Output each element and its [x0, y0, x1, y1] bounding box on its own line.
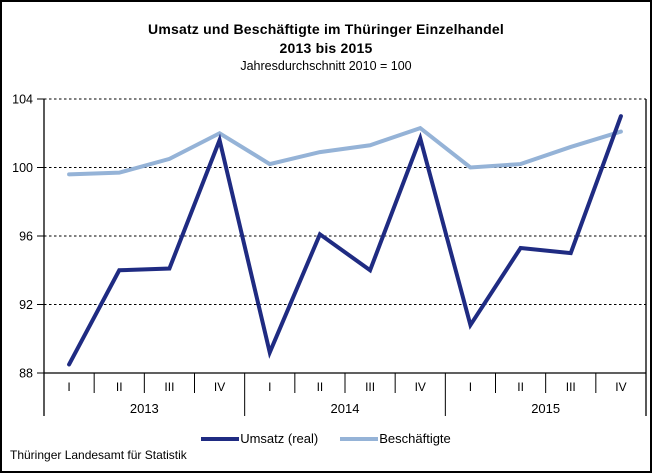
legend-swatch-umsatz-line [201, 436, 240, 441]
y-axis-tick-label: 88 [19, 367, 33, 381]
y-axis-tick-label: 92 [19, 298, 33, 312]
series-line-umsatz [67, 114, 623, 367]
x-axis-year-label: 2013 [130, 401, 159, 416]
x-axis-quarter-label: III [164, 380, 174, 394]
x-axis-quarter-label: III [365, 380, 375, 394]
x-axis-quarter-label: IV [214, 380, 225, 394]
y-axis-tick-label: 104 [12, 93, 33, 107]
legend-item-beschaeftigte: Beschäftigte [340, 431, 451, 446]
y-axis-tick-label: 100 [12, 161, 33, 175]
x-axis-quarter-label: IV [415, 380, 426, 394]
x-axis-year-label: 2014 [331, 401, 360, 416]
chart-title-line2: 2013 bis 2015 [279, 40, 373, 56]
legend-label-beschaeftigte: Beschäftigte [379, 431, 451, 446]
chart-title-block: Umsatz und Beschäftigte im Thüringer Ein… [2, 20, 650, 75]
legend-swatch-beschaeftigte-line [340, 436, 379, 441]
x-axis-quarter-label: II [317, 380, 324, 394]
legend-label-umsatz: Umsatz (real) [240, 431, 319, 446]
y-axis-tick-label: 96 [19, 230, 33, 244]
x-axis-quarter-label: II [116, 380, 123, 394]
x-axis-quarter-label: IV [615, 380, 626, 394]
chart-legend: Umsatz (real) Beschäftigte [2, 431, 650, 446]
x-axis-quarter-label: I [67, 380, 70, 394]
x-axis-quarter-label: I [268, 380, 271, 394]
x-axis-quarter-label: I [469, 380, 472, 394]
chart-title-line1: Umsatz und Beschäftigte im Thüringer Ein… [148, 21, 504, 37]
x-axis-quarter-label: III [566, 380, 576, 394]
chart-subtitle: Jahresdurchschnitt 2010 = 100 [240, 59, 412, 73]
x-axis-year-label: 2015 [531, 401, 560, 416]
legend-item-umsatz: Umsatz (real) [201, 431, 318, 446]
source-attribution: Thüringer Landesamt für Statistik [10, 448, 187, 462]
x-axis-quarter-label: II [517, 380, 524, 394]
series-line-beschaeftigte [67, 125, 623, 177]
